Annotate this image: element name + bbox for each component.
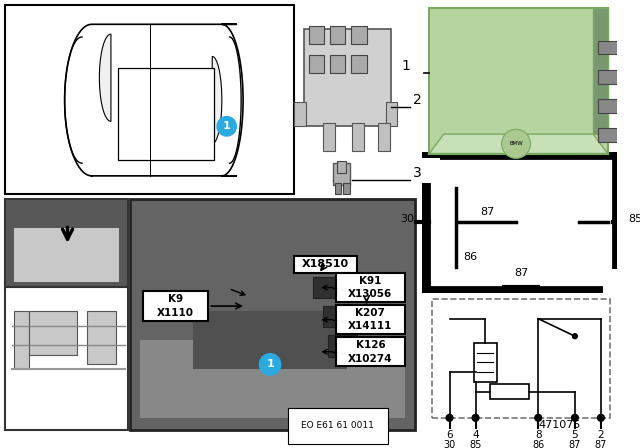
Bar bbox=[5, 287, 128, 431]
Bar bbox=[87, 311, 116, 364]
Circle shape bbox=[573, 334, 577, 339]
Bar bbox=[336, 305, 405, 334]
Bar bbox=[333, 163, 350, 185]
Text: K9: K9 bbox=[168, 294, 183, 304]
Bar bbox=[336, 273, 405, 302]
Bar bbox=[15, 228, 118, 282]
Bar bbox=[422, 159, 440, 183]
Bar bbox=[193, 311, 348, 369]
Text: 4: 4 bbox=[472, 430, 479, 440]
Bar bbox=[308, 26, 324, 44]
Text: K126: K126 bbox=[356, 340, 385, 350]
Bar bbox=[474, 343, 497, 382]
Text: 2: 2 bbox=[598, 430, 604, 440]
Text: 5: 5 bbox=[572, 430, 578, 440]
Text: 85: 85 bbox=[628, 214, 640, 224]
Text: X18510: X18510 bbox=[302, 259, 349, 269]
Bar bbox=[294, 255, 357, 273]
Text: 1: 1 bbox=[266, 359, 274, 369]
Text: K91: K91 bbox=[359, 276, 381, 286]
Bar bbox=[422, 151, 620, 293]
Bar bbox=[335, 183, 342, 194]
Text: 30: 30 bbox=[444, 440, 456, 448]
Text: 6: 6 bbox=[446, 430, 453, 440]
Bar bbox=[323, 123, 335, 151]
Bar bbox=[490, 384, 529, 399]
Bar bbox=[603, 269, 620, 293]
Bar bbox=[432, 299, 610, 418]
Text: 87: 87 bbox=[514, 268, 528, 278]
Circle shape bbox=[259, 353, 281, 375]
Text: 2: 2 bbox=[413, 93, 422, 107]
Bar bbox=[140, 340, 405, 418]
Bar bbox=[429, 159, 612, 287]
Bar bbox=[118, 68, 214, 160]
Text: 30: 30 bbox=[400, 214, 414, 224]
Bar bbox=[323, 306, 352, 327]
Text: 87: 87 bbox=[595, 440, 607, 448]
Bar bbox=[5, 199, 128, 287]
Circle shape bbox=[598, 414, 604, 421]
Text: 87: 87 bbox=[569, 440, 581, 448]
Text: 87: 87 bbox=[480, 207, 494, 217]
Bar bbox=[352, 123, 364, 151]
Bar bbox=[378, 123, 390, 151]
Bar bbox=[598, 41, 625, 54]
Bar bbox=[351, 56, 367, 73]
Bar bbox=[294, 102, 306, 126]
Text: 1: 1 bbox=[401, 59, 410, 73]
Text: 86: 86 bbox=[532, 440, 545, 448]
Text: 1: 1 bbox=[223, 121, 230, 131]
Polygon shape bbox=[593, 8, 608, 134]
Text: X13056: X13056 bbox=[348, 289, 392, 299]
Text: 85: 85 bbox=[469, 440, 482, 448]
Text: X1110: X1110 bbox=[157, 308, 194, 318]
Circle shape bbox=[535, 414, 541, 421]
Bar bbox=[130, 199, 415, 431]
Bar bbox=[143, 292, 209, 321]
Bar bbox=[429, 8, 608, 154]
Bar bbox=[344, 183, 350, 194]
Circle shape bbox=[472, 414, 479, 421]
Circle shape bbox=[502, 129, 531, 159]
Bar bbox=[330, 56, 346, 73]
Text: 3: 3 bbox=[413, 166, 422, 180]
Text: 471075: 471075 bbox=[538, 420, 580, 431]
Bar bbox=[15, 311, 29, 369]
Text: 86: 86 bbox=[463, 253, 477, 263]
Bar bbox=[328, 335, 357, 357]
Bar bbox=[598, 70, 625, 84]
Bar bbox=[598, 99, 625, 113]
Text: X14111: X14111 bbox=[348, 322, 392, 332]
Bar bbox=[314, 277, 342, 298]
Bar bbox=[29, 311, 77, 355]
Bar bbox=[330, 26, 346, 44]
Bar bbox=[5, 5, 294, 194]
Text: X10274: X10274 bbox=[348, 353, 393, 363]
Polygon shape bbox=[429, 134, 608, 154]
Text: 8: 8 bbox=[535, 430, 541, 440]
Bar bbox=[336, 337, 405, 366]
Text: EO E61 61 0011: EO E61 61 0011 bbox=[301, 421, 374, 430]
Text: K207: K207 bbox=[355, 308, 385, 318]
Bar bbox=[337, 161, 346, 173]
Polygon shape bbox=[99, 34, 111, 121]
Text: BMW: BMW bbox=[509, 141, 523, 146]
Bar bbox=[308, 56, 324, 73]
Bar bbox=[304, 29, 390, 126]
Circle shape bbox=[572, 414, 579, 421]
Circle shape bbox=[446, 414, 453, 421]
Bar bbox=[598, 128, 625, 142]
Polygon shape bbox=[212, 56, 222, 144]
Bar bbox=[351, 26, 367, 44]
Circle shape bbox=[217, 116, 236, 136]
Bar bbox=[386, 102, 397, 126]
